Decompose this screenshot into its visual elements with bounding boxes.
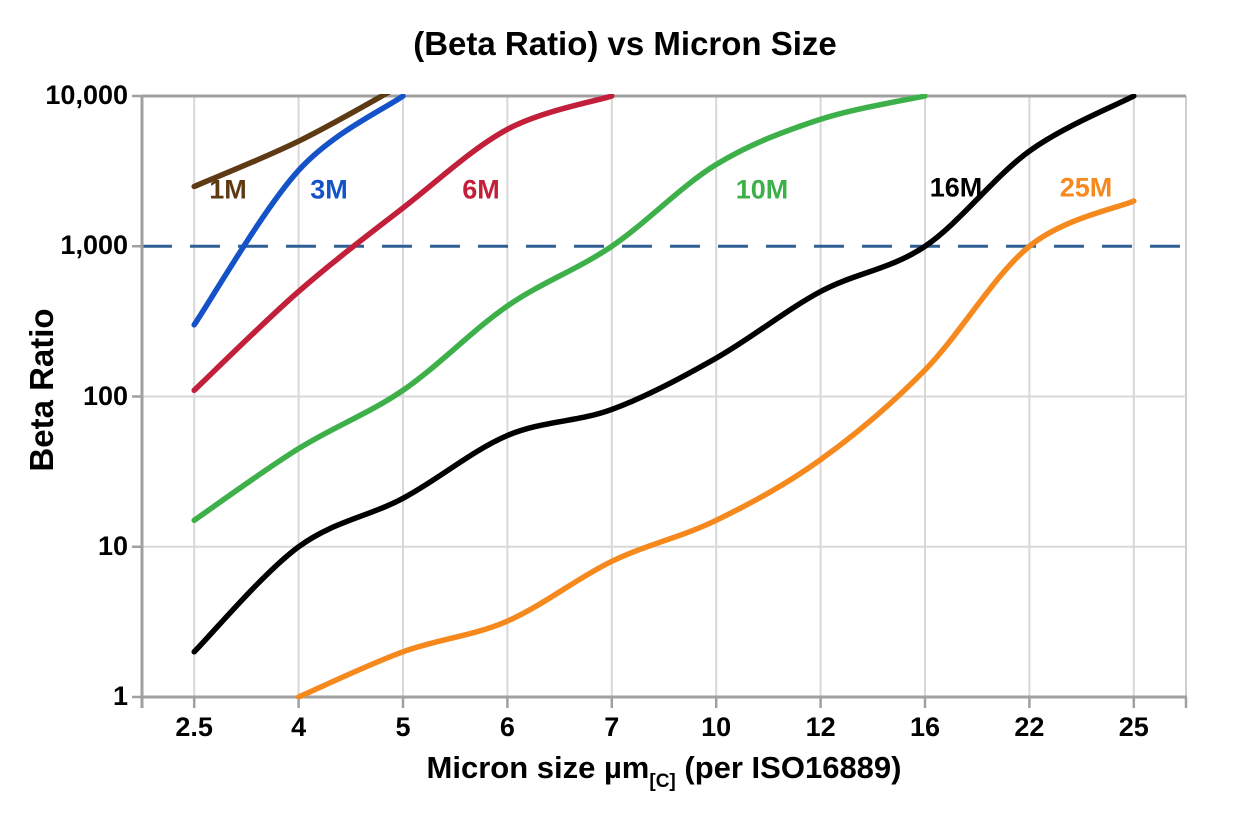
series-curve-16m xyxy=(191,94,1137,655)
x-axis-title-subscript: [C] xyxy=(649,771,676,792)
series-label-3m: 3M xyxy=(310,174,348,205)
x-tick-label-6: 6 xyxy=(499,712,515,742)
y-tick-label-10: 10 xyxy=(97,530,128,561)
series-label-25m: 25M xyxy=(1059,172,1113,203)
y-tick-label-1: 1 xyxy=(112,681,128,711)
x-tick-label-12: 12 xyxy=(805,712,836,742)
x-tick-label-2.5: 2.5 xyxy=(175,712,213,742)
x-tick-label-16: 16 xyxy=(909,712,941,742)
x-axis-title-rest: (per ISO16889) xyxy=(675,750,902,785)
series-curve-6m xyxy=(191,94,615,394)
series-curve-3m xyxy=(191,94,406,328)
x-tick-label-10: 10 xyxy=(701,712,732,742)
y-tick-label-10000: 10,000 xyxy=(45,80,128,110)
x-tick-label-22: 22 xyxy=(1014,712,1045,742)
series-curve-25m xyxy=(295,198,1137,699)
series-curve-10m xyxy=(191,94,928,524)
x-tick-label-25: 25 xyxy=(1118,712,1149,742)
series-label-6m: 6M xyxy=(462,174,500,205)
x-axis-title: Micron size µm[C] (per ISO16889) xyxy=(427,750,902,793)
x-tick-label-4: 4 xyxy=(291,712,307,742)
series-label-1m: 1M xyxy=(209,174,247,205)
x-tick-label-5: 5 xyxy=(395,712,411,742)
x-axis-title-main: Micron size µm xyxy=(426,750,650,785)
y-tick-label-100: 100 xyxy=(82,380,128,411)
series-label-10m: 10M xyxy=(735,174,789,205)
x-tick-label-7: 7 xyxy=(604,712,620,742)
series-label-16m: 16M xyxy=(929,172,983,203)
chart-title: (Beta Ratio) vs Micron Size xyxy=(413,25,837,62)
series-curve-1m xyxy=(191,94,391,190)
y-tick-label-1000: 1,000 xyxy=(60,230,128,261)
